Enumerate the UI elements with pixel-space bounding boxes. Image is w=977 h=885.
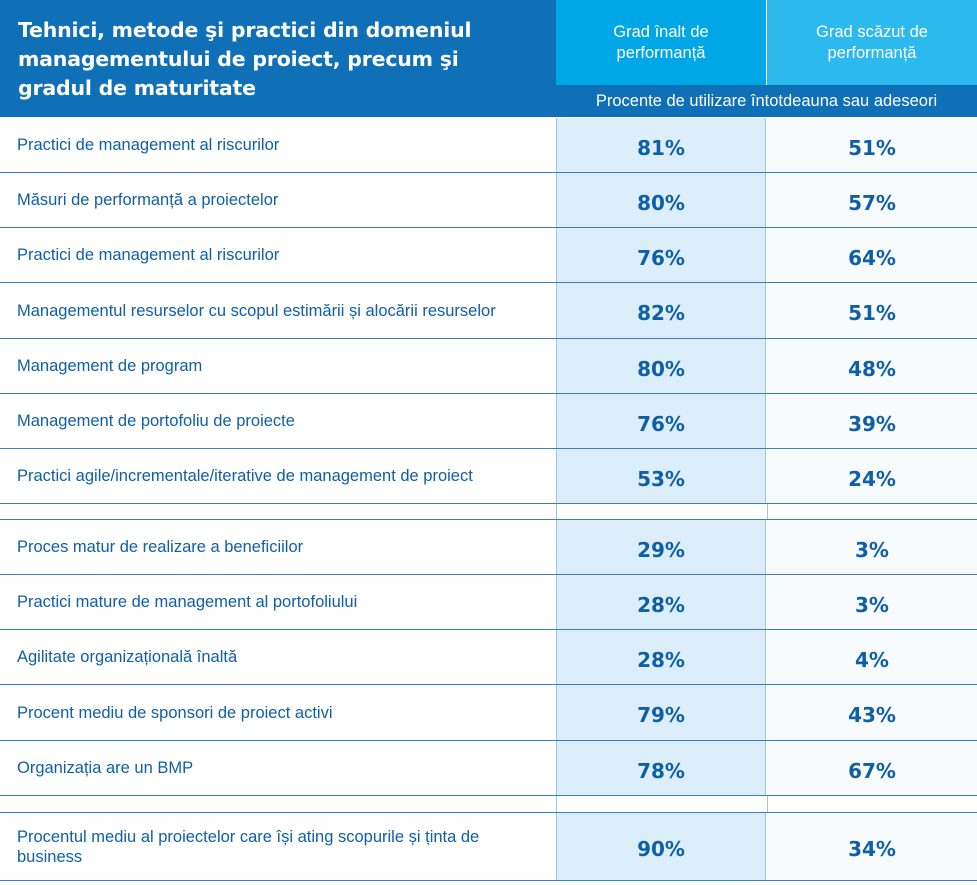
high-value: 80% [556,339,766,393]
table-row: Practici mature de management al portofo… [0,575,977,630]
table-title: Tehnici, metode şi practici din domeniul… [0,0,556,117]
low-value: 39% [767,394,977,448]
high-value: 82% [556,283,766,338]
table-row: Procent mediu de sponsori de proiect act… [0,685,977,741]
row-label: Agilitate organizațională înaltă [17,648,238,666]
low-value: 34% [767,813,977,880]
row-label: Proces matur de realizare a beneficiilor [17,538,304,556]
row-label: Procent mediu de sponsori de proiect act… [17,703,333,722]
low-value: 51% [767,118,977,172]
table-row: Practici agile/incrementale/iterative de… [0,449,977,504]
table-row: Management de program 80% 48% [0,339,977,394]
row-label: Practici de management al riscurilor [17,136,280,154]
low-value: 3% [767,575,977,629]
row-label: Practici mature de management al portofo… [17,593,358,611]
low-value: 67% [767,741,977,795]
row-label: Practici de management al riscurilor [17,246,280,264]
row-label: Management de program [17,357,203,375]
low-value: 43% [767,685,977,740]
column-header-high-performance: Grad înalt de performanță [556,0,766,85]
table-row: Managementul resurselor cu scopul estimă… [0,283,977,339]
column-header-low-performance: Grad scăzut de performanță [767,0,977,85]
low-value: 24% [767,449,977,503]
row-label: Organizația are un BMP [17,759,194,777]
low-value: 64% [767,228,977,282]
high-value: 80% [556,173,766,227]
column-subheader: Procente de utilizare întotdeauna sau ad… [556,85,977,117]
group-separator [0,504,977,520]
high-value: 29% [556,520,766,574]
low-value: 48% [767,339,977,393]
row-label: Management de portofoliu de proiecte [17,412,295,430]
table-row: Practici de management al riscurilor 76%… [0,228,977,283]
high-value: 90% [556,813,766,880]
high-value: 28% [556,630,766,684]
high-value: 78% [556,741,766,795]
table-row: Proces matur de realizare a beneficiilor… [0,520,977,575]
row-label: Procentul mediu al proiectelor care își … [17,827,480,866]
table-row: Agilitate organizațională înaltă 28% 4% [0,630,977,685]
table-row: Organizația are un BMP 78% 67% [0,741,977,796]
high-value: 79% [556,685,766,740]
group-separator [0,796,977,813]
low-value: 4% [767,630,977,684]
low-value: 3% [767,520,977,574]
table-row: Management de portofoliu de proiecte 76%… [0,394,977,449]
table-row: Procentul mediu al proiectelor care își … [0,813,977,881]
high-value: 28% [556,575,766,629]
row-label: Managementul resurselor cu scopul estimă… [17,301,496,320]
low-value: 57% [767,173,977,227]
high-value: 76% [556,228,766,282]
table-row: Practici de management al riscurilor 81%… [0,118,977,173]
row-label: Practici agile/incrementale/iterative de… [17,467,473,485]
row-label: Măsuri de performanță a proiectelor [17,191,279,209]
low-value: 51% [767,283,977,338]
high-value: 53% [556,449,766,503]
high-value: 81% [556,118,766,172]
table-row: Măsuri de performanță a proiectelor 80% … [0,173,977,228]
high-value: 76% [556,394,766,448]
